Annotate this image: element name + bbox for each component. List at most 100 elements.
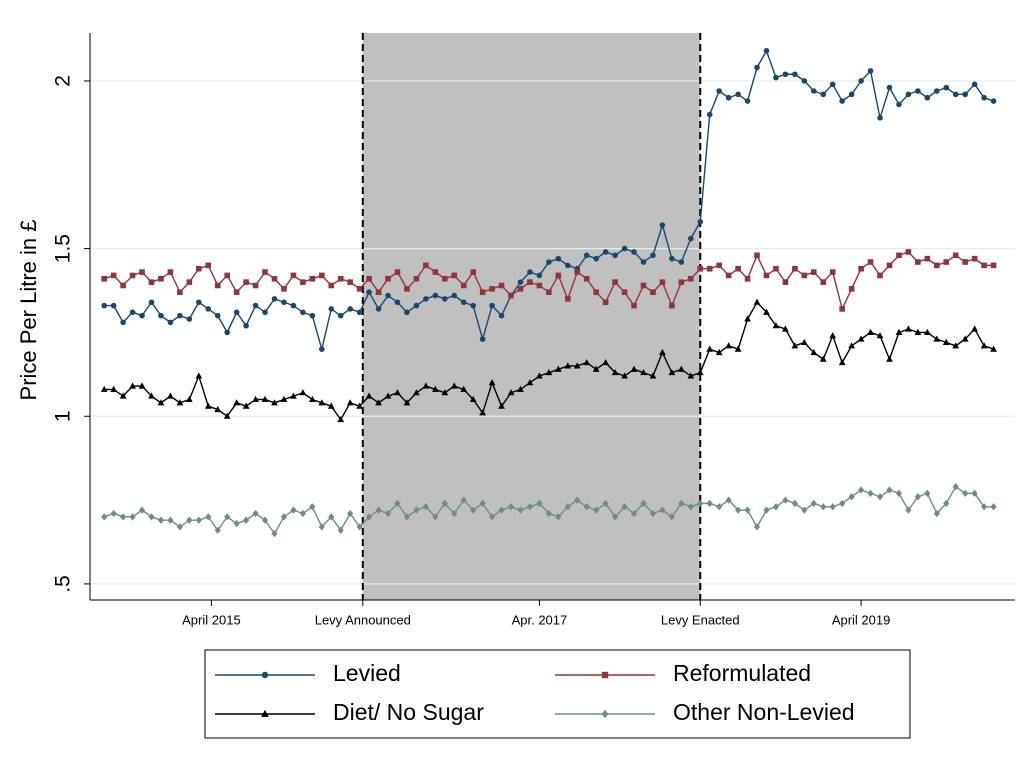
marker [962, 91, 968, 98]
marker [233, 519, 240, 528]
marker [319, 272, 325, 279]
marker [356, 523, 363, 531]
marker [554, 365, 562, 372]
marker [100, 385, 108, 392]
marker [404, 309, 410, 316]
marker [290, 506, 297, 514]
marker [394, 299, 401, 306]
marker [716, 262, 722, 269]
marker [356, 309, 363, 316]
marker [337, 526, 344, 534]
marker [233, 309, 240, 316]
marker [583, 358, 591, 366]
marker [612, 279, 618, 285]
marker [261, 516, 269, 524]
marker [773, 265, 779, 272]
marker [441, 499, 448, 508]
marker [196, 265, 202, 272]
marker [696, 369, 704, 376]
marker [546, 289, 552, 295]
marker [120, 513, 127, 521]
marker [640, 259, 647, 265]
marker [233, 289, 240, 295]
marker [479, 289, 486, 295]
marker [819, 355, 827, 362]
marker [441, 389, 449, 396]
marker [895, 489, 903, 498]
marker [526, 503, 534, 511]
marker [886, 355, 893, 362]
legend-label: Other Non-Levied [673, 699, 855, 725]
y-tick-label: 1.5 [52, 234, 75, 263]
marker [933, 509, 940, 518]
marker [601, 709, 609, 719]
marker [574, 496, 581, 504]
marker [612, 513, 619, 521]
marker [423, 262, 429, 269]
marker [971, 81, 978, 88]
marker [924, 489, 931, 498]
marker [715, 348, 723, 356]
marker [366, 513, 373, 521]
marker [971, 325, 978, 332]
policy-shade [362, 33, 701, 600]
legend-label: Levied [333, 660, 401, 686]
marker [431, 385, 439, 392]
marker [896, 101, 902, 108]
marker [110, 302, 117, 309]
marker [347, 509, 354, 518]
marker [450, 382, 458, 389]
marker [820, 91, 827, 98]
marker [422, 503, 429, 511]
marker [205, 262, 212, 269]
marker [271, 399, 278, 406]
marker [858, 78, 864, 84]
marker [583, 275, 590, 282]
marker [413, 275, 420, 282]
marker [441, 296, 448, 302]
marker [772, 503, 780, 511]
x-tick-label: Apr. 2017 [512, 612, 568, 627]
marker [630, 509, 638, 518]
marker [186, 279, 193, 285]
marker [773, 74, 779, 81]
marker [120, 319, 126, 326]
marker [157, 399, 165, 406]
marker [990, 345, 997, 352]
marker [262, 269, 268, 275]
marker [546, 259, 552, 265]
marker [952, 91, 959, 98]
marker [479, 336, 486, 342]
marker [214, 405, 222, 413]
legend-box [204, 649, 911, 739]
legend-label: Diet/ No Sugar [333, 699, 484, 725]
marker [110, 272, 117, 279]
marker [981, 262, 987, 269]
marker [176, 399, 184, 406]
marker [687, 235, 694, 242]
marker [782, 71, 789, 78]
marker [507, 503, 515, 511]
marker [659, 279, 666, 285]
marker [933, 262, 940, 269]
marker [555, 255, 562, 262]
marker [252, 282, 259, 289]
marker [943, 84, 950, 91]
marker [858, 486, 865, 494]
marker [990, 98, 997, 104]
marker [138, 382, 146, 389]
marker [290, 272, 297, 279]
marker [489, 302, 495, 309]
marker [299, 509, 306, 518]
marker [961, 335, 969, 342]
marker [640, 499, 647, 508]
marker [564, 362, 572, 369]
marker [186, 516, 193, 524]
marker [327, 402, 335, 409]
marker [716, 503, 723, 511]
marker [905, 249, 912, 255]
marker [148, 392, 155, 399]
marker [706, 265, 713, 272]
marker [792, 265, 798, 272]
